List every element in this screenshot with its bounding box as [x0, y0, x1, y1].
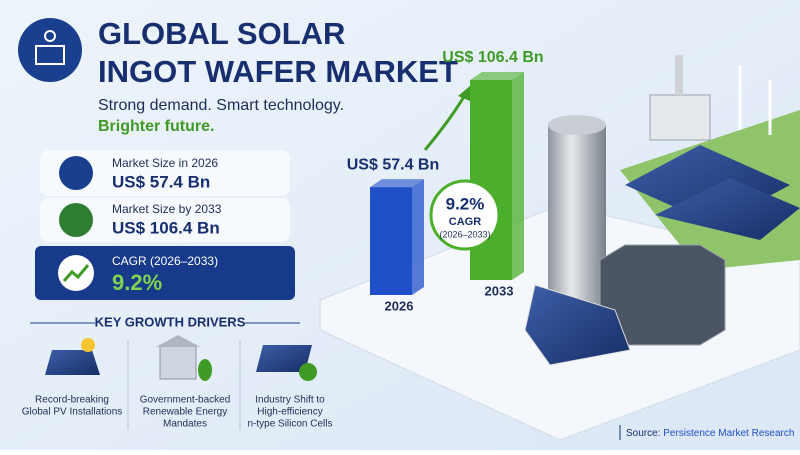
- source: Source: Persistence Market Research: [626, 428, 794, 439]
- wafer: [524, 284, 631, 366]
- stat-value: US$ 57.4 Bn: [112, 172, 210, 191]
- driver-icon: [159, 344, 197, 380]
- driver-text: Renewable Energy: [143, 407, 228, 418]
- title: INGOT WAFER MARKET: [98, 54, 458, 89]
- logo: [18, 18, 82, 82]
- bar-side: [412, 179, 424, 295]
- stat-icon: [59, 156, 93, 190]
- driver-icon: [45, 350, 100, 375]
- tagline-accent: Brighter future.: [98, 118, 214, 135]
- value-label: US$ 106.4 Bn: [442, 49, 543, 66]
- bar: [470, 80, 512, 280]
- tagline: Strong demand. Smart technology.: [98, 97, 344, 114]
- logo-sun: [44, 30, 56, 42]
- driver-icon-leaf: [198, 359, 212, 381]
- factory: [649, 94, 711, 141]
- stat-icon-arrow: [62, 264, 90, 282]
- stat-label: Market Size in 2026: [112, 156, 218, 170]
- growth-arrowhead: [458, 86, 470, 101]
- driver-text: Mandates: [163, 419, 207, 430]
- driver-icon-roof: [156, 335, 200, 347]
- cagr-badge: [429, 179, 501, 251]
- growth-arrow: [423, 94, 467, 151]
- cagr-badge-label: CAGR: [449, 216, 481, 228]
- driver-text: Government-backed: [140, 395, 231, 406]
- bar-top: [370, 179, 424, 188]
- stat-value: 9.2%: [112, 270, 162, 295]
- driver-text: Record-breaking: [35, 395, 109, 406]
- source-label: Source:: [626, 428, 660, 439]
- chimney: [675, 55, 683, 95]
- stat-card: [40, 150, 290, 196]
- category-label: 2026: [385, 298, 414, 313]
- driver-text: High-efficiency: [257, 407, 322, 418]
- stat-icon: [58, 255, 94, 291]
- logo-panel: [35, 45, 65, 65]
- driver-icon-sun: [81, 338, 95, 352]
- value-label: US$ 57.4 Bn: [347, 156, 439, 173]
- stat-label: CAGR (2026–2033): [112, 254, 218, 268]
- source-text: Persistence Market Research: [663, 428, 794, 439]
- driver-text: Global PV Installations: [22, 407, 123, 418]
- drivers-title: KEY GROWTH DRIVERS: [95, 314, 246, 329]
- category-label: 2033: [485, 283, 514, 298]
- driver-icon: [256, 345, 312, 372]
- cagr-badge-value: 9.2%: [446, 194, 485, 213]
- bar-side: [512, 72, 524, 280]
- cagr-card: [35, 246, 295, 300]
- cagr-badge-period: (2026–2033): [439, 229, 490, 239]
- driver-text: n-type Silicon Cells: [247, 419, 332, 430]
- driver-icon-arrow: [299, 363, 317, 381]
- solar-field: [655, 178, 800, 240]
- stat-label: Market Size by 2033: [112, 202, 222, 216]
- bar: [370, 187, 412, 295]
- stat-value: US$ 106.4 Bn: [112, 218, 220, 237]
- title: GLOBAL SOLAR: [98, 16, 345, 51]
- driver-text: Industry Shift to: [255, 395, 325, 406]
- stat-card: [40, 198, 290, 242]
- bar-top: [470, 72, 524, 80]
- stat-icon: [59, 203, 93, 237]
- ingot-top: [548, 115, 606, 135]
